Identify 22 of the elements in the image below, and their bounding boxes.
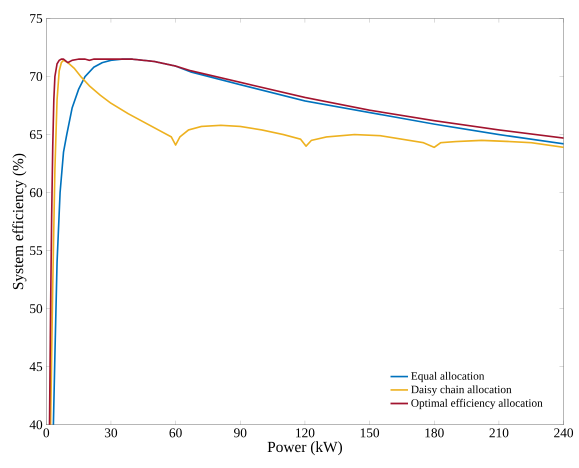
y-axis-title: System efficiency (%) [12,154,26,290]
x-tick-label: 0 [43,428,50,438]
legend-label: Equal allocation [411,372,484,382]
y-tick-label: 45 [30,362,42,372]
legend-label: Optimal efficiency allocation [411,398,543,410]
x-tick-label: 210 [490,428,508,438]
y-tick-label: 70 [30,72,42,82]
y-tick-label: 50 [30,304,42,314]
x-tick-label: 180 [425,428,444,438]
x-tick-label: 60 [170,428,182,438]
y-tick-label: 55 [30,246,42,256]
y-tick-label: 75 [30,14,42,23]
x-tick-label: 150 [360,428,380,438]
x-tick-label: 30 [104,428,118,438]
y-tick-label: 65 [30,130,42,140]
y-tick-label: 40 [30,420,42,430]
x-tick-label: 90 [234,428,246,438]
y-tick-label: 60 [30,188,42,198]
x-axis-title: Power (kW) [268,441,342,456]
x-tick-label: 120 [296,428,314,438]
x-tick-label: 240 [554,428,574,438]
legend-label: Daisy chain allocation [411,385,512,396]
